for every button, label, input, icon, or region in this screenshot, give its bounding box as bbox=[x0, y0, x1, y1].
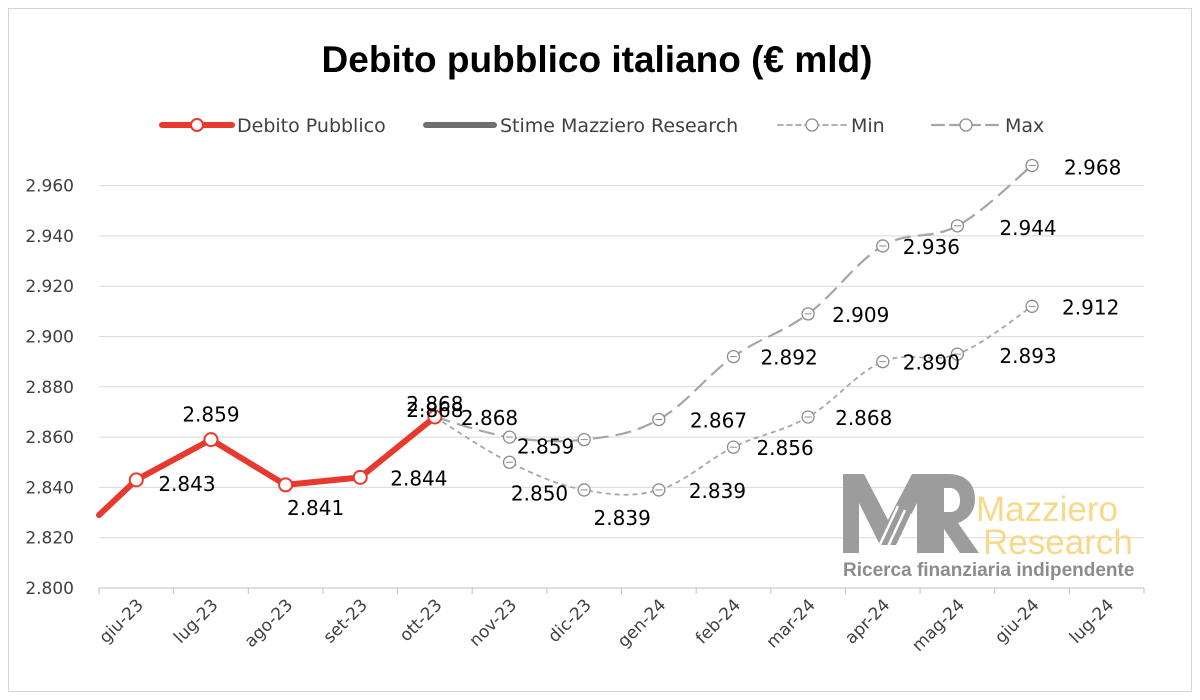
data-label: 2.850 bbox=[511, 481, 568, 505]
chart-title: Debito pubblico italiano (€ mld) bbox=[322, 39, 873, 80]
x-tick-label: gen-24 bbox=[614, 595, 670, 651]
point-debito-pubblico bbox=[427, 409, 443, 425]
data-label: 2.868 bbox=[835, 406, 892, 430]
x-tick-label: mag-24 bbox=[908, 595, 968, 655]
data-label: 2.859 bbox=[182, 403, 239, 427]
data-label: 2.867 bbox=[690, 408, 747, 432]
data-label: 2.912 bbox=[1062, 295, 1119, 319]
data-label: 2.892 bbox=[760, 346, 817, 370]
series-layer bbox=[96, 158, 1039, 519]
data-label: 2.839 bbox=[594, 506, 651, 530]
x-tick-label: apr-24 bbox=[841, 595, 894, 648]
logo-name-line2: Research bbox=[983, 523, 1133, 562]
data-label: 2.841 bbox=[287, 496, 344, 520]
legend-label-min: Min bbox=[851, 115, 885, 137]
data-label: 2.859 bbox=[517, 435, 574, 459]
point-debito-pubblico bbox=[278, 477, 294, 493]
x-tick-label: set-23 bbox=[320, 595, 372, 647]
legend-label-max: Max bbox=[1005, 115, 1044, 137]
legend-marker-min bbox=[805, 118, 819, 132]
data-label: 2.890 bbox=[903, 351, 960, 375]
x-tick-label: lug-23 bbox=[170, 595, 222, 647]
x-tick-label: dic-23 bbox=[544, 595, 595, 646]
x-tick-label: giu-23 bbox=[95, 595, 147, 647]
x-tick-label: lug-24 bbox=[1066, 595, 1118, 647]
y-tick-label: 2.900 bbox=[25, 328, 74, 348]
x-tick-label: nov-23 bbox=[466, 595, 522, 651]
data-labels: 2.8432.8592.8412.8442.8682.8682.8502.839… bbox=[158, 155, 1121, 529]
legend-marker-max bbox=[959, 118, 973, 132]
data-label: 2.893 bbox=[999, 344, 1056, 368]
legend-marker-debito-pubblico bbox=[190, 118, 204, 132]
series-line-max bbox=[434, 164, 1033, 443]
data-label: 2.944 bbox=[999, 216, 1056, 240]
y-tick-label: 2.840 bbox=[25, 478, 74, 498]
legend-label-stime-mazziero-research: Stime Mazziero Research bbox=[500, 115, 738, 137]
y-tick-label: 2.920 bbox=[25, 277, 74, 297]
x-tick-label: feb-24 bbox=[692, 595, 745, 648]
x-tick-label: ott-23 bbox=[396, 595, 447, 646]
x-tick-label: ago-23 bbox=[241, 595, 297, 651]
series-line-debito-pubblico bbox=[96, 413, 438, 519]
data-label: 2.936 bbox=[903, 235, 960, 259]
y-tick-label: 2.880 bbox=[25, 378, 74, 398]
y-tick-label: 2.820 bbox=[25, 529, 74, 549]
legend-item-debito-pubblico: Debito Pubblico bbox=[159, 115, 386, 137]
mazziero-logo: Mazziero Research Ricerca finanziaria in… bbox=[843, 474, 1134, 581]
logo-name-line1: Mazziero bbox=[976, 490, 1118, 529]
data-label: 2.868 bbox=[406, 392, 463, 416]
data-label: 2.868 bbox=[406, 398, 463, 422]
data-label: 2.909 bbox=[832, 303, 889, 327]
y-axis: 2.800 2.820 2.840 2.860 2.880 2.900 2.920 2.940… bbox=[25, 177, 74, 599]
logo-mark bbox=[843, 474, 979, 554]
legend: Debito Pubblico Stime Mazziero Research Mi… bbox=[159, 115, 1044, 137]
legend-label-debito-pubblico: Debito Pubblico bbox=[237, 115, 386, 137]
x-axis: giu-23 lug-23 ago-23 set-23 ott-23 nov-23 dic-… bbox=[95, 588, 1145, 656]
gridlines bbox=[99, 185, 1144, 589]
point-debito-pubblico bbox=[352, 469, 368, 485]
data-label: 2.856 bbox=[756, 436, 813, 460]
legend-item-min: Min bbox=[777, 115, 885, 137]
x-tick-label: giu-24 bbox=[991, 595, 1043, 647]
y-tick-label: 2.800 bbox=[25, 579, 74, 599]
y-tick-label: 2.960 bbox=[25, 177, 74, 197]
logo-tagline: Ricerca finanziaria indipendente bbox=[843, 560, 1134, 581]
y-tick-label: 2.940 bbox=[25, 227, 74, 247]
series-line-min bbox=[434, 305, 1033, 496]
data-label: 2.868 bbox=[461, 406, 518, 430]
legend-item-max: Max bbox=[930, 115, 1044, 137]
point-debito-pubblico bbox=[128, 472, 144, 488]
data-label: 2.843 bbox=[158, 472, 215, 496]
data-label: 2.844 bbox=[390, 466, 447, 490]
data-label: 2.968 bbox=[1064, 155, 1121, 179]
y-tick-label: 2.860 bbox=[25, 428, 74, 448]
x-tick-label: mar-24 bbox=[763, 595, 820, 652]
data-label: 2.839 bbox=[689, 479, 746, 503]
point-debito-pubblico bbox=[203, 432, 219, 448]
legend-item-stime-mazziero-research: Stime Mazziero Research bbox=[423, 115, 738, 137]
